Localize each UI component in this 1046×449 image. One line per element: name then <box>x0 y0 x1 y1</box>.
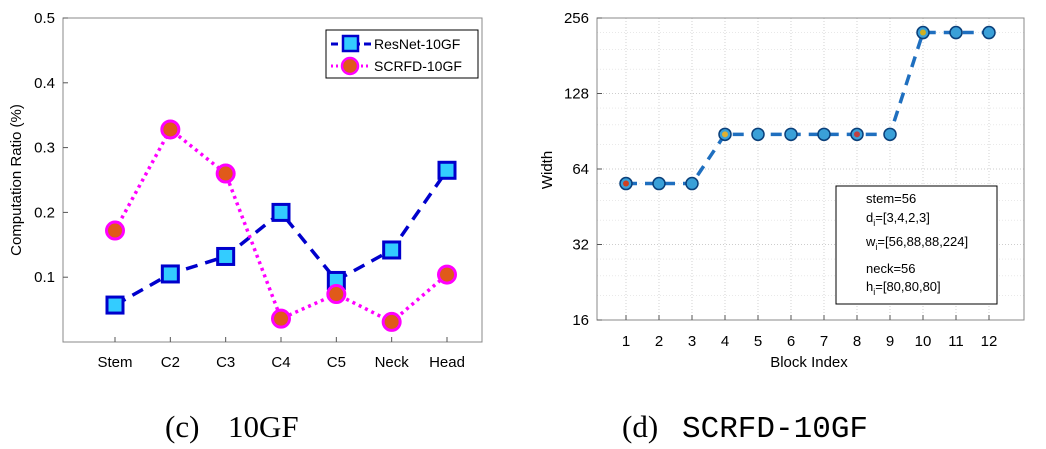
x-axis-label-d: Block Index <box>770 354 848 371</box>
x-ticks-d: 1 2 3 4 5 6 7 8 9 10 11 12 <box>622 315 998 350</box>
y-tick-label-d: 32 <box>572 237 589 254</box>
y-ticks-d: 16 32 64 128 256 <box>564 10 602 329</box>
y-axis-label: Computation Ratio (%) <box>8 104 25 256</box>
y-tick-label: 0.3 <box>34 140 55 157</box>
annotation-neck: neck=56 <box>866 261 916 276</box>
marker-center-block-8 <box>854 131 860 138</box>
series-layer <box>105 119 457 332</box>
x-tick-label-d: 12 <box>981 333 998 350</box>
x-tick-label: C2 <box>161 354 180 371</box>
marker-scrfd-10gf-c3 <box>215 163 236 184</box>
y-tick-label: 0.1 <box>34 269 55 286</box>
x-tick-label-d: 5 <box>754 333 762 350</box>
x-tick-label: Head <box>429 354 465 371</box>
marker-center-block-2 <box>656 180 662 187</box>
y-axis-label-d: Width <box>539 151 556 189</box>
marker-scrfd-10gf-head <box>437 264 457 285</box>
legend: ResNet-10GF SCRFD-10GF <box>325 29 479 79</box>
marker-center-block-12 <box>986 29 992 36</box>
series-line-scrfd-10gf <box>113 126 449 324</box>
x-tick-label: Stem <box>97 354 132 371</box>
marker-center-block-11 <box>953 29 959 36</box>
annotation-box: stem=56 di=[3,4,2,3] wi=[56,88,88,224] n… <box>835 185 998 305</box>
legend-label-resnet: ResNet-10GF <box>374 36 460 52</box>
annotation-stem: stem=56 <box>866 191 916 206</box>
x-tick-label-d: 11 <box>948 333 964 350</box>
marker-scrfd-10gf-c5 <box>326 284 347 305</box>
annotation-width: wi=[56,88,88,224] <box>865 234 968 252</box>
marker-resnet-10gf-stem <box>105 295 125 315</box>
x-tick-label-d: 3 <box>688 333 696 350</box>
x-tick-label: C5 <box>327 354 346 371</box>
series-layer-d <box>619 25 996 191</box>
marker-scrfd-10gf-c4 <box>271 308 291 329</box>
marker-resnet-10gf-c2 <box>160 264 180 284</box>
marker-resnet-10gf-c4 <box>271 202 291 222</box>
annotation-depth: di=[3,4,2,3] <box>866 210 930 228</box>
x-tick-label: Neck <box>375 354 410 371</box>
legend-marker-scrfd <box>340 56 360 76</box>
marker-resnet-10gf-head <box>437 160 457 180</box>
x-ticks: Stem C2 C3 C4 C5 Neck Head <box>97 337 465 371</box>
caption-d-text: SCRFD-10GF <box>682 412 868 447</box>
caption-c-label: (c) <box>165 409 199 444</box>
y-tick-label: 0.4 <box>34 75 55 92</box>
marker-center-block-6 <box>788 131 794 138</box>
legend-marker-resnet <box>341 34 360 53</box>
caption-c-text: 10GF <box>228 409 299 444</box>
x-tick-label-d: 1 <box>622 333 630 350</box>
x-tick-label-d: 7 <box>820 333 828 350</box>
marker-scrfd-10gf-neck <box>381 311 402 332</box>
marker-center-block-5 <box>755 131 761 138</box>
marker-resnet-10gf-neck <box>382 240 402 260</box>
marker-center-block-1 <box>623 180 629 187</box>
x-tick-label-d: 6 <box>787 333 795 350</box>
marker-center-block-10 <box>920 29 926 36</box>
chart-computation-ratio: 0.1 0.2 0.3 0.4 0.5 Stem C2 C3 C4 C5 Neck Head Com… <box>8 10 483 444</box>
marker-scrfd-10gf-stem <box>105 220 125 241</box>
plot-frame <box>62 17 483 343</box>
y-tick-label-d: 256 <box>564 10 589 27</box>
marker-center-block-4 <box>722 131 728 138</box>
y-tick-label-d: 16 <box>572 312 589 329</box>
marker-center-block-7 <box>821 131 827 138</box>
y-tick-label-d: 128 <box>564 86 589 103</box>
x-tick-label: C3 <box>216 354 235 371</box>
x-tick-label-d: 8 <box>853 333 861 350</box>
y-tick-label-d: 64 <box>572 161 589 178</box>
y-tick-label: 0.2 <box>34 204 55 221</box>
marker-scrfd-10gf-c2 <box>160 119 181 140</box>
x-tick-label-d: 2 <box>655 333 663 350</box>
marker-center-block-9 <box>887 131 893 138</box>
series-line-resnet-10gf <box>114 169 449 307</box>
caption-d-label: (d) <box>622 409 658 444</box>
marker-resnet-10gf-c3 <box>216 246 236 266</box>
x-tick-label-d: 4 <box>721 333 729 350</box>
annotation-head: hi=[80,80,80] <box>866 279 941 297</box>
legend-label-scrfd: SCRFD-10GF <box>374 58 462 74</box>
x-tick-label: C4 <box>271 354 290 371</box>
y-ticks: 0.1 0.2 0.3 0.4 0.5 <box>34 10 68 286</box>
marker-center-block-3 <box>689 180 695 187</box>
y-tick-label: 0.5 <box>34 10 55 27</box>
annotation-frame <box>835 185 998 305</box>
x-tick-label-d: 9 <box>886 333 894 350</box>
x-tick-label-d: 10 <box>915 333 932 350</box>
